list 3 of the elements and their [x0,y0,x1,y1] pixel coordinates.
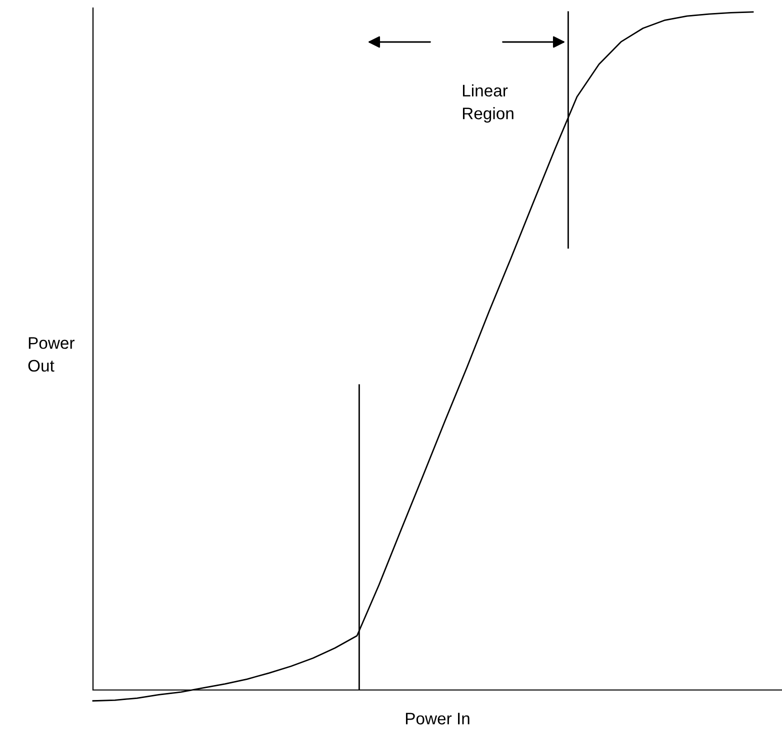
annotation: Linear Region [462,84,514,123]
x-axis-title: Power In [406,712,470,724]
y-axis-title: Power Out [28,337,75,372]
